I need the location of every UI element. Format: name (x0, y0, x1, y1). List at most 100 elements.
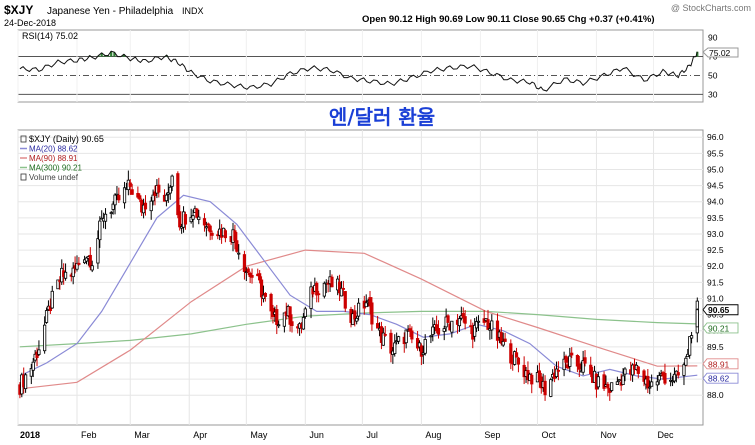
candle (602, 371, 606, 392)
candle (396, 335, 401, 345)
candle (303, 306, 307, 319)
candle-body (98, 220, 102, 241)
candle (88, 247, 92, 271)
candle-body (396, 336, 401, 342)
candle (514, 347, 519, 358)
last-tag-text: 90.65 (708, 305, 730, 315)
candle (596, 371, 600, 390)
x-label: 2018 (20, 430, 40, 440)
candle (242, 250, 247, 280)
candle (122, 181, 127, 209)
candle (56, 279, 60, 290)
legend-swatch-main (20, 135, 27, 143)
candle (648, 380, 652, 395)
candle (364, 294, 368, 308)
candle-body (183, 214, 188, 225)
last-tag-box (702, 372, 739, 384)
candle (457, 316, 462, 332)
candle-body (275, 309, 279, 325)
candle (568, 347, 572, 373)
candle (570, 347, 574, 359)
price-tick: 95.5 (707, 148, 724, 158)
candle-body (476, 320, 481, 323)
candle (246, 266, 250, 276)
candle-body (364, 302, 368, 308)
candle-body (577, 363, 581, 370)
candle (688, 336, 692, 359)
candle (204, 221, 208, 237)
candle-body (258, 273, 262, 281)
candle-body (514, 352, 519, 358)
candle-body (554, 368, 559, 377)
candle-body (330, 276, 334, 288)
x-label: May (250, 430, 268, 440)
candle (176, 171, 180, 219)
candle-body (138, 195, 142, 200)
candle (621, 368, 625, 385)
candle-body (259, 279, 264, 298)
candle (368, 290, 372, 315)
candle (250, 268, 254, 284)
candle-body (655, 381, 659, 386)
candle-body (650, 381, 654, 387)
candle (301, 313, 306, 330)
candle (157, 177, 161, 198)
candle-body (288, 306, 292, 325)
candle-body (88, 254, 92, 268)
rsi-y-ticks: 30507090 (708, 33, 718, 100)
candle (562, 351, 566, 377)
candle (431, 317, 435, 342)
x-label: Dec (658, 430, 675, 440)
candle (577, 355, 581, 377)
candle (151, 189, 155, 206)
candle (31, 358, 35, 378)
candle-body (204, 226, 208, 229)
candle (282, 312, 286, 333)
x-label: Oct (541, 430, 556, 440)
rsi-tick-90: 90 (708, 33, 718, 43)
price-tick: 94.0 (707, 197, 724, 207)
candle (355, 315, 359, 325)
candle-body (389, 332, 393, 354)
candlesticks (18, 170, 699, 401)
overlay-title: 엔/달러 환율 (329, 105, 435, 129)
symbol: $XJY (4, 3, 33, 17)
candle (376, 315, 380, 329)
candle-body (56, 279, 60, 290)
candle-body (461, 313, 465, 318)
candle (309, 281, 313, 319)
candle-body (197, 216, 201, 220)
candle-body (246, 268, 250, 273)
last-tag-ma20: 88.62 (702, 372, 739, 384)
candle (564, 354, 568, 369)
candle (421, 345, 425, 365)
candle-body (581, 360, 585, 373)
price-tick: 96.0 (707, 132, 724, 142)
candle-body (77, 262, 81, 265)
candle (117, 187, 121, 203)
candle-body (495, 320, 500, 341)
candle-body (233, 230, 237, 241)
candle-body (29, 368, 33, 377)
candle-body (315, 282, 319, 296)
candle-body (429, 335, 433, 338)
candle-body (676, 372, 680, 376)
price-frame (17, 129, 704, 426)
candle (516, 356, 521, 373)
candle-body (103, 213, 108, 222)
rsi-tick-50: 50 (708, 70, 718, 80)
candle-body (250, 275, 254, 278)
candle-body (499, 332, 503, 344)
candle-body (672, 373, 677, 382)
candle-body (368, 297, 372, 307)
candle-body (419, 345, 423, 357)
last-tag-box (702, 304, 739, 316)
candle-body (109, 212, 113, 214)
candle (435, 315, 439, 334)
candle-body (178, 211, 182, 228)
candle (153, 185, 157, 206)
candle-body (96, 238, 100, 264)
candle-body (684, 357, 688, 366)
candle-body (543, 380, 547, 396)
candle (423, 334, 427, 356)
